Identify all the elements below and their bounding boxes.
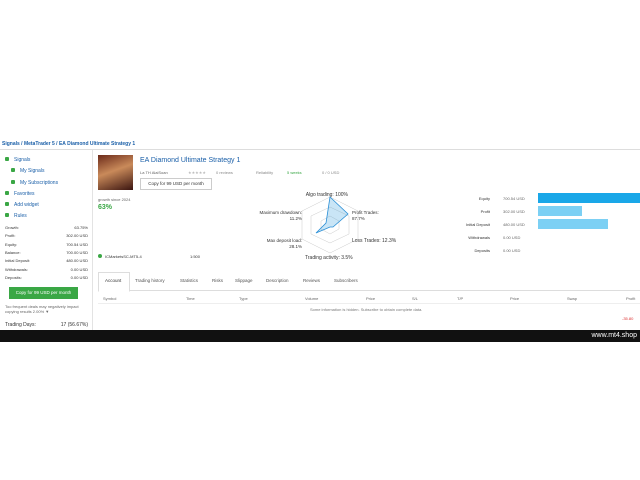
tab-active [98,272,130,292]
weeks: 5 weeks [287,170,302,175]
radar-label: Maximum drawdown: 11.2% [259,210,302,221]
trading-days-value: 17 (56.67%) [60,322,88,328]
profit-value: -35.80 [622,316,634,321]
menu-item[interactable]: Favorites [14,191,35,197]
stat-value: 302.00 USD [66,233,88,239]
stat-label: Growth: [5,225,20,230]
bar-label: Initial Deposit [465,222,490,227]
tab[interactable]: Subscribers [334,278,358,283]
menu-icon [5,213,9,217]
server-icon [98,254,102,258]
column-header: S/L [412,296,419,301]
divider [0,149,640,150]
bar-label: Equity [478,196,490,201]
author[interactable]: La TH AlaiSoan [140,170,168,175]
bar-label: Profit [480,209,490,214]
column-header: Time [186,296,195,301]
reviews[interactable]: 0 reviews [216,170,233,175]
menu-icon [11,168,15,172]
stat-label: Deposits: [5,274,22,280]
menu-icon [11,180,15,184]
column-header: Profit [626,296,636,301]
growth-label: growth since 2024 [98,197,131,202]
tab[interactable]: Trading history [135,278,165,283]
radar-label: Trading activity: 3.5% [305,255,353,261]
stat-value: 700.00 USD [66,249,88,255]
copy-button-main[interactable]: Copy for 99 USD per month [140,178,212,190]
column-header: Swap [567,296,578,301]
tab[interactable]: Reviews [303,278,321,283]
menu-item[interactable]: My Subscriptions [20,180,59,186]
stat-label: Initial Deposit: [5,258,31,264]
stat-label: Profit: [5,233,16,239]
stat-value: 700.54 USD [66,241,88,247]
column-header: Price [510,296,520,301]
tabs-border [98,290,640,291]
menu-item[interactable]: Signals [14,157,31,163]
table-divider [98,303,640,304]
footer-bar [0,330,640,342]
menu-icon [5,157,9,161]
copy-button[interactable]: Copy for 99 USD per month [9,287,78,299]
trading-days-label: Trading Days: [5,322,36,328]
stat-label: Equity: [5,241,18,247]
column-header: Type [239,296,248,301]
sidebar-border [92,150,93,330]
radar-label: Profit Trades: 87.7% [352,210,379,221]
growth-value: 63% [98,204,113,211]
bar-value: 700.54 USD [503,196,525,201]
tab[interactable]: Description [266,278,289,283]
radar-chart [301,196,359,254]
signal-avatar [98,155,133,190]
stat-value: 63.75% [74,225,88,230]
subscribers: 0 / 0 USD [322,170,340,175]
stat-value: 0.00 USD [70,266,88,272]
radar-label: Max deposit load: 28.1% [266,238,302,249]
warning: Too frequent deals may negatively impact… [5,304,79,314]
bar [538,206,582,216]
stat-value: 480.00 USD [66,258,88,264]
bar-label: Withdrawals [468,235,490,240]
bar [538,193,640,203]
menu-icon [5,202,9,206]
stat-label: Withdrawals: [5,266,28,272]
tab[interactable]: Account [105,278,122,283]
bar-value: 302.00 USD [503,209,525,214]
reliability: Reliability [256,170,274,175]
column-header: T/P [457,296,464,301]
table-note: Some information is hidden. Subscribe to… [310,307,423,312]
column-header: Price [366,296,376,301]
radar-label: Loss Trades: 12.3% [352,238,397,244]
bar-label: Deposits [474,248,490,253]
bar [538,219,608,229]
radar-label: Algo trading: 100% [305,192,348,198]
tab[interactable]: Slippage [235,278,253,283]
signal-title: EA Diamond Ultimate Strategy 1 [140,157,241,164]
column-header: Symbol [103,296,117,301]
tab[interactable]: Risks [212,278,223,283]
server: ICMarketsSC-MT5-4 [105,254,142,259]
tab[interactable]: Statistics [180,278,199,283]
menu-icon [5,191,9,195]
menu-item[interactable]: Add widget [14,202,39,208]
footer-link[interactable]: www.mt4.shop [591,332,637,339]
stars: ★★★★★ [188,170,206,175]
bar-value: 0.00 USD [503,235,521,240]
leverage: 1:500 [190,254,201,259]
bar-value: 0.00 USD [503,248,521,253]
menu-item[interactable]: My Signals [20,168,45,174]
menu-item[interactable]: Rules [14,213,27,219]
breadcrumb[interactable]: Signals / MetaTrader 5 / EA Diamond Ulti… [2,141,136,147]
bar-value: 480.00 USD [503,222,525,227]
stat-label: Balance: [5,249,21,255]
stat-value: 0.00 USD [70,274,88,280]
column-header: Volume [305,296,319,301]
